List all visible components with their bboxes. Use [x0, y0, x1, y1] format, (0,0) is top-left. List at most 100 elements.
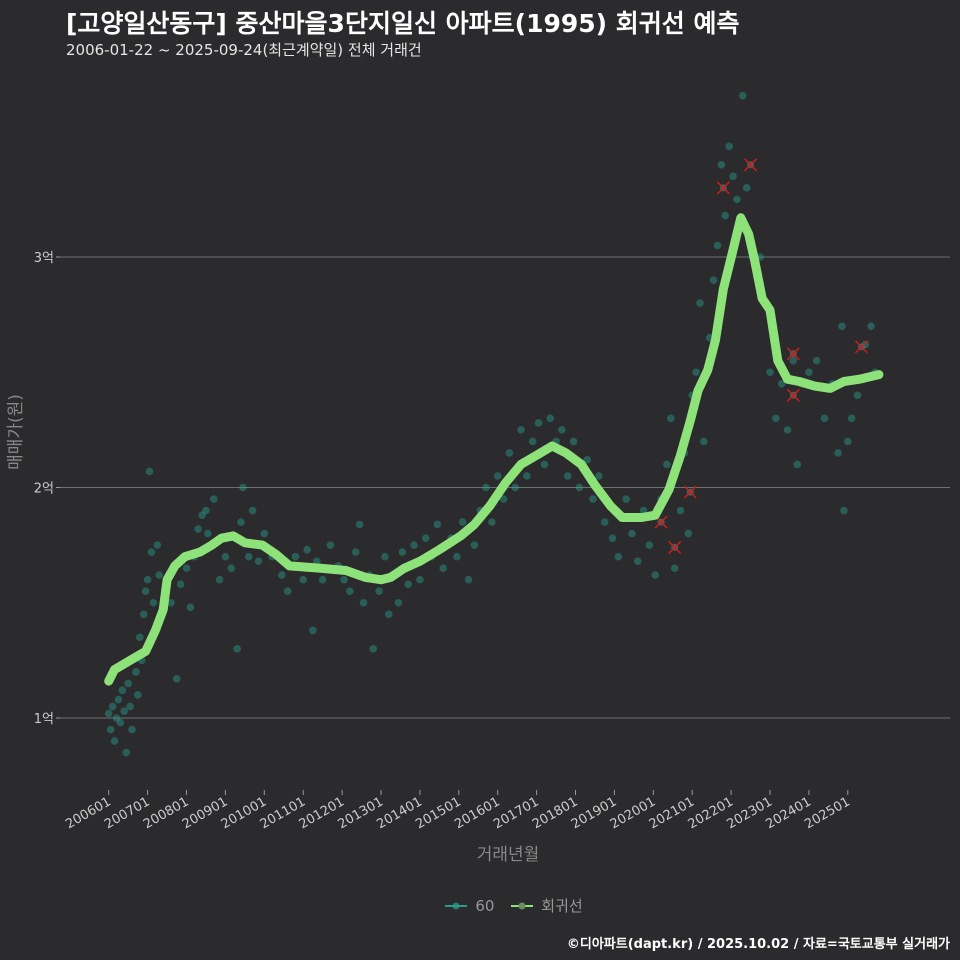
data-point [595, 472, 603, 480]
outlier-x-icon [668, 540, 682, 554]
y-tick-label: 3억 [34, 251, 54, 266]
data-point [439, 564, 448, 572]
data-point [416, 575, 424, 584]
data-point [569, 437, 578, 446]
data-point [359, 598, 368, 607]
data-point [106, 725, 115, 734]
chart-subtitle: 2006-01-22 ~ 2025-09-24(최근계약일) 전체 거래건 [66, 41, 422, 59]
data-point [237, 518, 245, 526]
y-tick-label: 1억 [34, 712, 54, 727]
data-point [136, 633, 144, 642]
data-point [132, 668, 140, 676]
data-point [847, 414, 856, 423]
data-point [202, 506, 210, 515]
data-point [139, 610, 148, 619]
data-point [204, 529, 212, 538]
chart-title: [고양일산동구] 중산마을3단지일신 아파트(1995) 회귀선 예측 [66, 9, 740, 38]
data-point [622, 495, 630, 503]
data-point [410, 541, 418, 549]
data-point [766, 368, 774, 377]
outlier-marker [683, 485, 697, 499]
data-point [369, 645, 378, 653]
data-point [717, 161, 726, 169]
legend-line-icon [511, 902, 534, 909]
data-point [120, 707, 129, 715]
y-axis-title: 매매가(원) [6, 394, 26, 470]
data-point [692, 368, 700, 377]
data-point [834, 449, 842, 457]
data-point [110, 737, 119, 745]
data-point [375, 587, 383, 596]
data-point [194, 525, 202, 533]
data-point [116, 718, 125, 727]
outlier-marker [668, 540, 682, 554]
data-point [505, 449, 514, 457]
data-point [534, 419, 543, 427]
outlier-x-icon [744, 158, 758, 172]
data-point [575, 483, 584, 492]
data-point [149, 598, 158, 607]
data-point [394, 598, 403, 607]
data-point [108, 702, 117, 711]
data-point [464, 575, 473, 584]
data-point [517, 426, 525, 434]
outlier-x-icon [683, 485, 697, 499]
data-point [244, 552, 253, 561]
data-point [488, 518, 496, 526]
data-point [346, 587, 354, 596]
data-point [134, 691, 142, 699]
data-point [777, 379, 786, 388]
data-point [260, 529, 269, 538]
data-point [128, 725, 136, 734]
data-point [844, 437, 852, 446]
data-point [112, 714, 121, 722]
data-point [700, 437, 708, 446]
legend-item-regression: 회귀선 [511, 895, 583, 916]
data-point [563, 472, 572, 480]
data-point [278, 571, 286, 579]
data-point [684, 529, 693, 538]
data-point [540, 460, 549, 469]
data-point [583, 456, 591, 464]
data-point [104, 709, 113, 718]
data-point [404, 580, 413, 589]
data-point [558, 426, 566, 434]
data-point [667, 414, 675, 423]
data-point [853, 391, 862, 400]
data-point [153, 541, 162, 549]
data-point [248, 506, 257, 515]
data-point [511, 483, 520, 492]
outlier-x-icon [786, 388, 800, 402]
regression-line [104, 213, 884, 686]
data-point [838, 322, 846, 330]
data-point [254, 557, 263, 566]
data-point [186, 603, 195, 612]
data-point [291, 552, 300, 561]
data-point [696, 299, 704, 307]
data-point [227, 564, 236, 572]
legend: 60 회귀선 [0, 895, 960, 916]
data-point [145, 467, 154, 476]
data-point [608, 534, 617, 543]
data-point [628, 529, 636, 538]
data-point [528, 437, 537, 446]
outlier-marker [786, 347, 800, 361]
data-point [176, 580, 185, 589]
data-point [783, 426, 792, 434]
data-point [546, 414, 555, 423]
data-point [114, 695, 123, 704]
data-point [713, 241, 722, 250]
data-point [600, 518, 609, 526]
x-tick-label: 202501 [802, 794, 852, 832]
data-point [663, 460, 671, 469]
data-point [840, 506, 848, 515]
outlier-marker [744, 158, 758, 172]
data-point [589, 495, 597, 503]
data-point [633, 557, 642, 566]
data-point [772, 414, 780, 423]
data-point [167, 598, 175, 607]
data-point [805, 368, 813, 377]
data-point [233, 645, 241, 653]
data-point [614, 552, 623, 561]
data-point [182, 564, 191, 572]
